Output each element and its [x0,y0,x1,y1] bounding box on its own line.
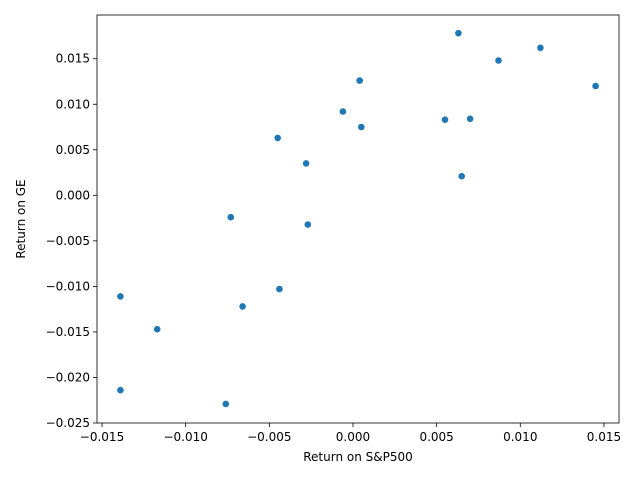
y-tick-label: 0.000 [56,188,90,202]
points-layer [117,29,599,408]
y-tick-label: −0.010 [46,279,90,293]
data-point-13 [304,221,312,228]
x-tick-label: −0.005 [247,430,291,444]
data-point-19 [222,400,230,408]
data-point-6 [358,123,365,131]
data-point-4 [356,77,364,84]
data-point-16 [117,293,124,300]
data-point-8 [466,115,474,123]
y-axis-ticks: −0.025 −0.020 −0.015 −0.010 −0.005 0.000 0.005… [46,52,97,430]
x-tick-label: −0.010 [163,430,207,444]
data-point-17 [153,325,161,333]
data-point-12 [227,213,235,221]
y-tick-label: −0.020 [46,370,90,384]
x-tick-label: 0.015 [587,430,621,444]
data-point-2 [495,57,502,64]
data-point-3 [592,82,599,90]
y-tick-label: 0.015 [56,52,90,66]
data-point-7 [441,116,449,123]
data-point-10 [302,160,310,167]
data-point-18 [117,386,124,394]
x-tick-label: −0.015 [80,430,124,444]
y-tick-label: 0.005 [56,143,90,157]
y-tick-label: −0.025 [46,416,90,430]
data-point-14 [276,285,283,293]
data-point-5 [339,108,347,115]
x-tick-label: 0.010 [503,430,537,444]
data-point-11 [458,172,466,180]
y-axis-label: Return on GE [14,179,28,258]
y-tick-label: −0.015 [46,325,90,339]
x-tick-label: 0.000 [336,430,370,444]
data-point-9 [274,134,282,142]
x-axis-ticks: −0.015 −0.010 −0.005 0.000 0.005 0.010 0.015 [80,423,621,444]
plot-area-frame [96,14,620,424]
y-tick-label: −0.005 [46,234,90,248]
data-point-0 [455,29,462,37]
x-axis-label: Return on S&P500 [303,450,413,464]
x-tick-label: 0.005 [419,430,453,444]
data-point-15 [239,303,246,310]
data-point-1 [537,44,544,52]
y-tick-label: 0.010 [56,97,90,111]
